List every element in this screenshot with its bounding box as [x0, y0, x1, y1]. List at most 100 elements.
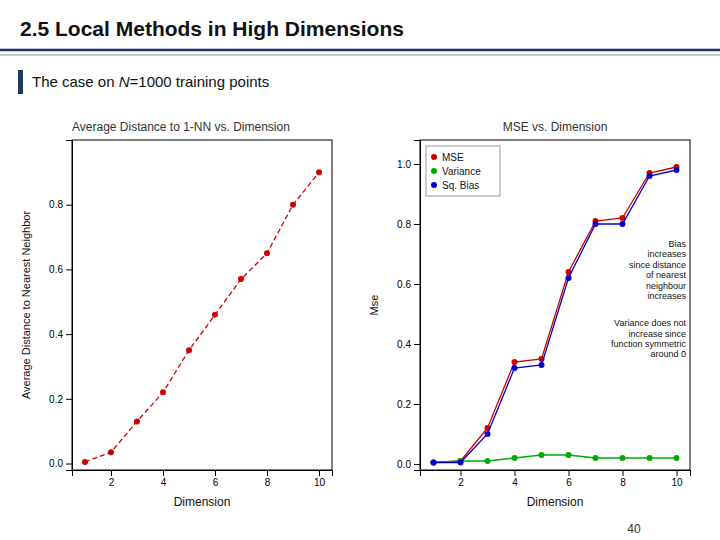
- tick-label: 0.8: [397, 219, 411, 230]
- tick-label: 6: [213, 477, 219, 488]
- data-point: [620, 221, 626, 227]
- tick-mark: [414, 404, 420, 405]
- annotation-line: function symmetric: [611, 339, 687, 349]
- tick-label: 0.6: [49, 264, 63, 275]
- tick-mark: [414, 464, 420, 465]
- tick-mark: [515, 470, 516, 476]
- title-rule: [0, 49, 720, 52]
- tick-mark: [414, 284, 420, 285]
- subtitle-part: The case on: [32, 73, 119, 90]
- tick-mark: [414, 344, 420, 345]
- tick-mark: [461, 470, 462, 476]
- series-line: [85, 172, 319, 462]
- legend-entry: Sq. Bias: [431, 180, 479, 191]
- data-point: [566, 452, 572, 458]
- data-point: [647, 173, 653, 179]
- tick-label: 2: [109, 477, 115, 488]
- data-point: [539, 452, 545, 458]
- tick-label: 0.4: [397, 339, 411, 350]
- y-axis: 0.0 0.2 0.4 0.6 0.8: [49, 141, 72, 471]
- tick: 4: [512, 470, 518, 488]
- data-point: [674, 455, 680, 461]
- tick-label: 10: [671, 477, 683, 488]
- annotation-line: Bias: [668, 239, 686, 249]
- legend-entry: Variance: [431, 166, 481, 177]
- annotation-line: Variance does not: [614, 318, 686, 328]
- tick: 0.4: [397, 339, 420, 350]
- tick: 0.0: [397, 459, 420, 470]
- subtitle-bar: [18, 70, 23, 94]
- tick: 0.4: [49, 329, 72, 340]
- page-title: 2.5 Local Methods in High Dimensions: [20, 17, 404, 40]
- tick: 0.2: [397, 399, 420, 410]
- legend-marker: [431, 154, 437, 160]
- tick: 2: [458, 470, 464, 488]
- annotation: Variance does notincrease sincefunction …: [611, 318, 687, 359]
- tick-mark: [66, 334, 72, 335]
- tick: 2: [109, 470, 115, 488]
- tick-label: 4: [161, 477, 167, 488]
- subtitle: The case on N=1000 training points: [32, 73, 269, 90]
- tick-label: 0.4: [49, 329, 63, 340]
- tick-label: 8: [620, 477, 626, 488]
- tick-mark: [414, 224, 420, 225]
- tick-label: 8: [265, 477, 271, 488]
- tick-label: 0.6: [397, 279, 411, 290]
- annotation-line: of nearest: [646, 270, 687, 280]
- x-axis: 2 4 6 8 10: [73, 470, 333, 488]
- data-point: [264, 250, 270, 256]
- annotation-line: increase since: [628, 329, 686, 339]
- title-rule-light: [0, 55, 720, 56]
- tick-label: 0.0: [49, 458, 63, 469]
- series-line: [434, 170, 677, 463]
- legend-marker: [431, 168, 437, 174]
- x-axis: 2 4 6 8 10: [421, 470, 691, 488]
- tick-mark: [414, 164, 420, 165]
- tick: 1.0: [397, 159, 420, 170]
- annotation-line: increases: [647, 249, 686, 259]
- data-point: [316, 169, 322, 175]
- plot-frame: [420, 140, 690, 470]
- tick: 0.8: [397, 219, 420, 230]
- tick-mark: [215, 470, 216, 476]
- tick: 6: [566, 470, 572, 488]
- legend: MSEVarianceSq. Bias: [426, 146, 500, 196]
- tick-label: 0.2: [397, 399, 411, 410]
- subplot: 2468100.00.20.40.60.81.0MSE vs. Dimensio…: [368, 120, 691, 509]
- tick-mark: [66, 399, 72, 400]
- data-point: [134, 418, 140, 424]
- tick-mark: [66, 464, 72, 465]
- data-point: [238, 276, 244, 282]
- annotation-line: since distance: [629, 260, 686, 270]
- tick-mark: [319, 470, 320, 476]
- tick-mark: [66, 269, 72, 270]
- annotation-line: neighbour: [646, 281, 686, 291]
- data-point: [108, 449, 114, 455]
- tick: 0.6: [49, 264, 72, 275]
- x-axis-title: Dimension: [174, 495, 231, 509]
- tick-label: 4: [512, 477, 518, 488]
- data-point: [82, 459, 88, 465]
- chart-root: 2.5 Local Methods in High Dimensions The …: [0, 0, 720, 540]
- tick-mark: [677, 470, 678, 476]
- data-point: [160, 389, 166, 395]
- y-axis-title: Mse: [368, 295, 380, 316]
- data-point: [647, 455, 653, 461]
- plot-title: Average Distance to 1-NN vs. Dimension: [72, 120, 290, 134]
- series-line: [434, 167, 677, 463]
- annotation: Biasincreasessince distanceof nearestnei…: [629, 239, 687, 301]
- legend-label: Variance: [442, 166, 481, 177]
- legend-label: Sq. Bias: [442, 180, 479, 191]
- plot-area: [82, 169, 322, 465]
- data-point: [674, 167, 680, 173]
- tick-label: 0.0: [397, 459, 411, 470]
- plot-frame: [72, 140, 332, 470]
- legend-marker: [431, 182, 437, 188]
- tick-label: 0.8: [49, 199, 63, 210]
- data-point: [212, 312, 218, 318]
- tick: 0.2: [49, 394, 72, 405]
- tick-mark: [111, 470, 112, 476]
- annotation-line: increases: [647, 291, 686, 301]
- tick: 10: [314, 470, 326, 488]
- tick-label: 0.2: [49, 394, 63, 405]
